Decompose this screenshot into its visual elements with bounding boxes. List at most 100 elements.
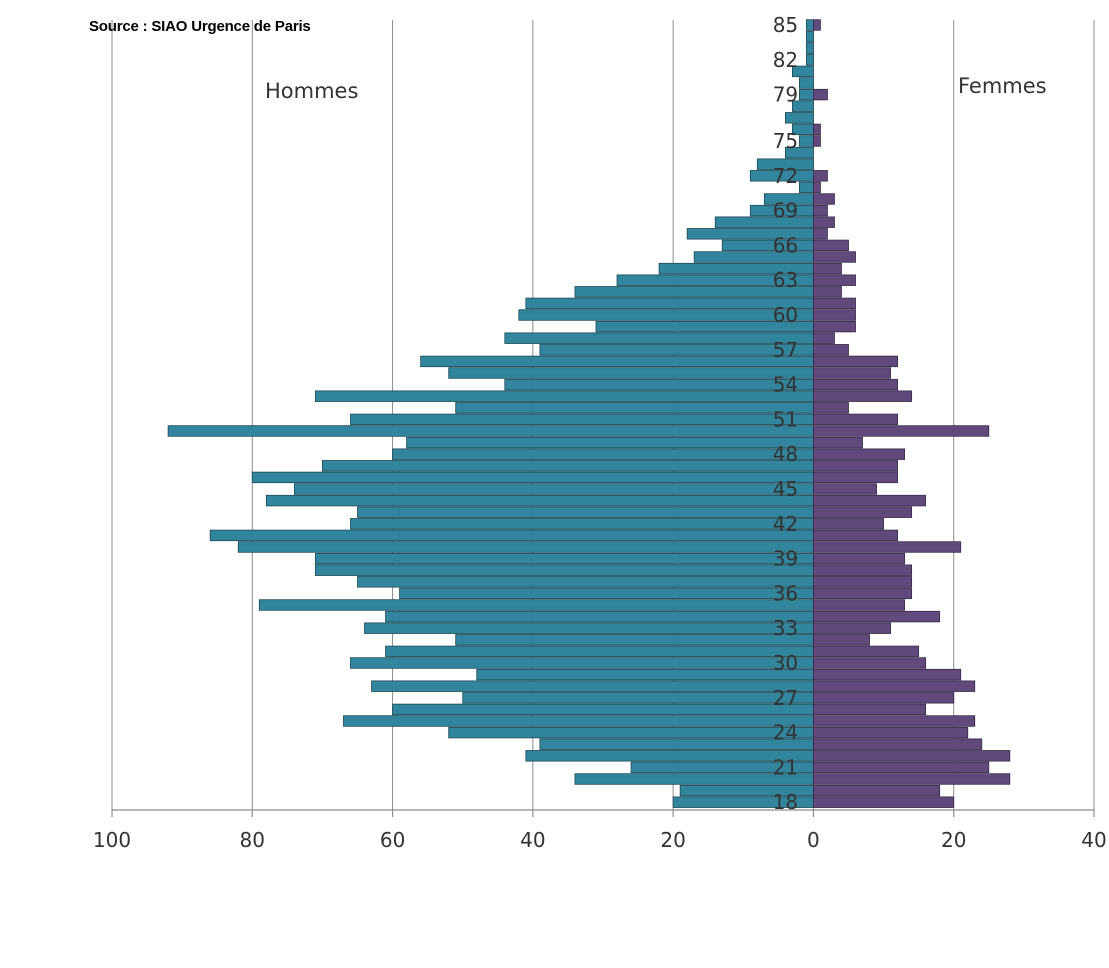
y-tick-label-51: 51 <box>773 407 798 431</box>
bar-hommes-age-43 <box>357 506 814 518</box>
bar-femmes-age-21 <box>813 761 990 774</box>
bar-femmes-age-72 <box>813 170 828 182</box>
bar-femmes-age-43 <box>813 506 913 518</box>
bar-hommes-age-80 <box>799 77 814 89</box>
x-tick-label-7: 40 <box>1081 828 1106 852</box>
bar-hommes-age-85 <box>806 19 814 31</box>
bar-hommes-age-37 <box>357 576 814 588</box>
bar-hommes-age-77 <box>784 112 814 124</box>
y-tick-label-82: 82 <box>773 48 798 72</box>
x-tick-label-1: 80 <box>240 828 265 852</box>
y-tick-label-63: 63 <box>773 268 798 292</box>
y-tick-label-39: 39 <box>773 547 798 571</box>
y-tick-label-57: 57 <box>773 338 798 362</box>
bar-hommes-age-47 <box>322 460 814 472</box>
bar-femmes-age-30 <box>813 657 927 669</box>
bar-femmes-age-49 <box>813 436 863 449</box>
bar-femmes-age-31 <box>813 645 920 658</box>
bar-femmes-age-85 <box>813 19 821 31</box>
y-tick-label-45: 45 <box>773 477 798 501</box>
bar-femmes-age-35 <box>813 599 906 611</box>
x-tick-label-6: 20 <box>941 828 966 852</box>
bar-femmes-age-19 <box>813 784 941 797</box>
y-tick-label-18: 18 <box>773 790 798 814</box>
bar-hommes-age-38 <box>315 564 814 576</box>
bar-femmes-age-22 <box>813 750 1011 762</box>
bar-hommes-age-51 <box>350 413 814 426</box>
bar-femmes-age-75 <box>813 135 821 147</box>
y-tick-label-30: 30 <box>773 651 798 675</box>
bar-femmes-age-23 <box>813 738 983 750</box>
bar-femmes-age-42 <box>813 518 884 530</box>
bar-hommes-age-75 <box>799 135 814 147</box>
bar-femmes-age-58 <box>813 332 835 344</box>
bar-femmes-age-61 <box>813 297 856 310</box>
y-tick-label-75: 75 <box>773 129 798 153</box>
bar-hommes-age-46 <box>251 471 814 484</box>
bar-femmes-age-54 <box>813 378 899 391</box>
bar-hommes-age-30 <box>350 657 814 669</box>
bar-femmes-age-37 <box>813 576 913 588</box>
bar-femmes-age-76 <box>813 123 821 136</box>
bar-femmes-age-59 <box>813 320 856 333</box>
bar-femmes-age-32 <box>813 634 870 646</box>
bar-femmes-age-44 <box>813 494 927 507</box>
bar-hommes-age-24 <box>448 726 814 739</box>
bar-hommes-age-54 <box>504 378 814 391</box>
bar-femmes-age-67 <box>813 228 828 240</box>
x-tick-label-4: 20 <box>660 828 685 852</box>
bar-hommes-age-60 <box>518 309 814 321</box>
series-label-hommes: Hommes <box>265 79 359 103</box>
bar-hommes-age-66 <box>721 239 814 252</box>
bar-hommes-age-45 <box>293 483 814 495</box>
bar-femmes-age-64 <box>813 262 842 275</box>
bar-hommes-age-84 <box>806 30 814 43</box>
bar-femmes-age-69 <box>813 204 828 217</box>
bar-femmes-age-51 <box>813 413 899 426</box>
bar-femmes-age-50 <box>813 425 990 437</box>
bar-femmes-age-48 <box>813 448 906 460</box>
bar-hommes-age-36 <box>399 587 814 600</box>
y-tick-label-60: 60 <box>773 303 798 327</box>
y-tick-label-66: 66 <box>773 233 798 257</box>
bar-femmes-age-28 <box>813 680 976 692</box>
bar-hommes-age-40 <box>237 541 814 553</box>
bar-femmes-age-56 <box>813 355 899 368</box>
bar-hommes-age-34 <box>385 610 814 623</box>
bar-hommes-age-55 <box>448 367 814 379</box>
y-tick-label-24: 24 <box>773 721 798 745</box>
bar-hommes-age-71 <box>799 181 814 194</box>
y-tick-label-54: 54 <box>773 373 798 397</box>
bar-hommes-age-78 <box>791 100 814 112</box>
x-tick-label-0: 100 <box>93 828 131 852</box>
bar-femmes-age-47 <box>813 460 899 472</box>
bar-hommes-age-29 <box>476 668 814 681</box>
bar-hommes-age-42 <box>350 518 814 530</box>
y-tick-label-33: 33 <box>773 616 798 640</box>
bar-femmes-age-65 <box>813 251 856 263</box>
bar-femmes-age-79 <box>813 88 828 101</box>
y-tick-label-79: 79 <box>773 83 798 107</box>
y-tick-label-72: 72 <box>773 164 798 188</box>
bar-hommes-age-50 <box>167 425 814 437</box>
bar-hommes-age-68 <box>714 216 814 228</box>
bar-hommes-age-49 <box>406 436 814 449</box>
bar-femmes-age-66 <box>813 239 849 252</box>
bar-hommes-age-79 <box>799 88 814 101</box>
bar-hommes-age-41 <box>209 529 814 542</box>
bar-hommes-age-82 <box>806 54 814 66</box>
bar-hommes-age-32 <box>455 634 814 646</box>
bar-femmes-age-34 <box>813 610 941 623</box>
y-tick-label-85: 85 <box>773 13 798 37</box>
bar-femmes-age-39 <box>813 552 906 565</box>
bar-femmes-age-63 <box>813 274 856 286</box>
bar-femmes-age-68 <box>813 216 835 228</box>
y-tick-label-42: 42 <box>773 512 798 536</box>
bar-femmes-age-26 <box>813 703 927 716</box>
bar-hommes-age-28 <box>371 680 814 692</box>
bar-hommes-age-83 <box>806 42 814 54</box>
bar-hommes-age-53 <box>315 390 814 402</box>
bar-femmes-age-57 <box>813 344 849 356</box>
bar-femmes-age-36 <box>813 587 913 600</box>
